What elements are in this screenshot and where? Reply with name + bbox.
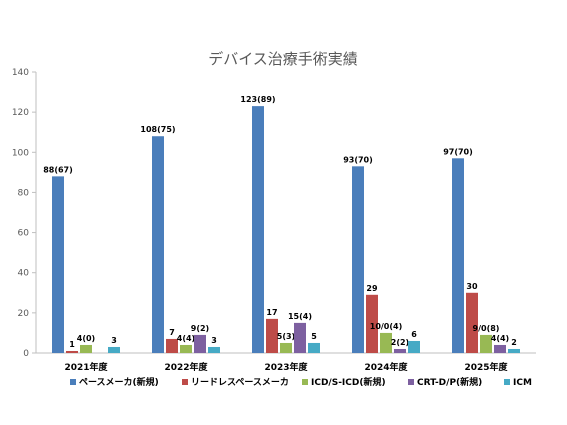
bar: [252, 106, 264, 353]
legend: ペースメーカ(新規) リードレスペースメーカ ICD/S-ICD(新規) CRT-D/…: [70, 376, 532, 388]
bar: [394, 348, 406, 353]
data-label: 5(3): [277, 332, 295, 341]
bar: [108, 346, 120, 353]
legend-label: ICD/S-ICD(新規): [311, 376, 386, 388]
data-label: 30: [466, 282, 478, 291]
bar: [80, 344, 92, 353]
bar: [352, 166, 364, 353]
bar: [466, 292, 478, 353]
legend-swatch: [408, 379, 414, 385]
data-label: 2(2): [391, 338, 409, 347]
data-label: 9/0(8): [473, 324, 500, 333]
bar: [66, 350, 78, 353]
bar: [266, 318, 278, 353]
x-tick-label: 2021年度: [64, 361, 108, 373]
legend-swatch: [302, 379, 308, 385]
bar: [408, 340, 420, 353]
data-label: 5: [311, 332, 317, 341]
data-label: 88(67): [43, 165, 73, 174]
data-label: 29: [366, 284, 378, 293]
bar: [166, 338, 178, 353]
data-label: 108(75): [140, 125, 175, 134]
plot-area: 0 20 40 60 80 100 120 140 88(67) 14(0) 3 2021年度 108(…: [12, 68, 536, 373]
bar: [452, 158, 464, 353]
data-label: 2: [511, 338, 517, 347]
data-label: 4(4): [491, 334, 509, 343]
data-label: 1: [69, 340, 75, 349]
y-tick-label: 140: [12, 68, 29, 78]
bar: [294, 322, 306, 353]
y-tick-label: 20: [18, 309, 30, 319]
data-label: 6: [411, 330, 417, 339]
bar: [480, 334, 492, 353]
legend-swatch: [504, 379, 510, 385]
legend-swatch: [70, 379, 76, 385]
x-tick-label: 2023年度: [264, 361, 308, 373]
bar: [152, 136, 164, 353]
bar: [494, 344, 506, 353]
data-label: 93(70): [343, 155, 373, 164]
data-label: 4(0): [77, 334, 95, 343]
data-label: 4(4): [177, 334, 195, 343]
bar: [180, 344, 192, 353]
legend-label: ペースメーカ(新規): [79, 376, 159, 388]
data-label: 17: [266, 308, 277, 317]
x-tick-label: 2024年度: [364, 361, 408, 373]
y-tick-label: 40: [18, 269, 30, 279]
bar: [380, 332, 392, 353]
bar: [194, 334, 206, 353]
bar: [308, 342, 320, 353]
chart-title: デバイス治療手術実績: [208, 50, 358, 68]
data-label: 9(2): [191, 324, 209, 333]
x-tick-label: 2022年度: [164, 361, 208, 373]
x-tick-label: 2025年度: [464, 361, 508, 373]
legend-label: リードレスペースメーカ: [191, 377, 289, 388]
data-label: 3: [111, 336, 117, 345]
y-tick-label: 60: [18, 229, 30, 239]
data-label: 15(4): [288, 312, 312, 321]
y-tick-label: 100: [12, 148, 29, 158]
data-label: 3: [211, 336, 217, 345]
data-label: 97(70): [443, 147, 473, 156]
legend-label: ICM: [513, 378, 532, 388]
legend-swatch: [182, 379, 188, 385]
bar: [208, 346, 220, 353]
y-tick-label: 120: [12, 108, 29, 118]
bar: [366, 294, 378, 353]
legend-label: CRT-D/P(新規): [417, 376, 482, 388]
bar: [52, 176, 64, 353]
y-tick-label: 0: [23, 349, 29, 359]
data-label: 123(89): [240, 95, 275, 104]
y-tick-label: 80: [18, 188, 30, 198]
bar: [508, 348, 520, 353]
bar: [280, 342, 292, 353]
data-label: 7: [169, 328, 175, 337]
data-label: 10/0(4): [370, 322, 403, 331]
